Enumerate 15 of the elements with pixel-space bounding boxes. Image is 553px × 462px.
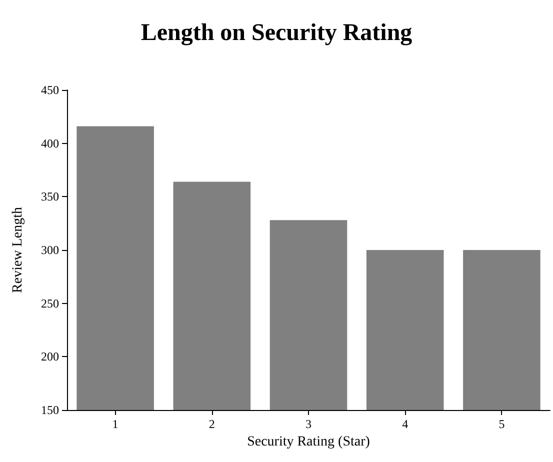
x-tick-label: 3 [306,417,312,431]
y-tick-label: 400 [41,136,59,150]
x-tick-label: 1 [112,417,118,431]
y-tick-label: 350 [41,190,59,204]
x-tick-label: 2 [208,417,215,431]
y-tick-label: 200 [41,350,59,364]
y-tick-label: 250 [41,296,59,310]
y-tick-label: 300 [41,243,59,257]
x-axis-title: Security Rating (Star) [247,434,370,450]
y-tick-label: 150 [41,403,59,417]
x-tick-label: 5 [498,417,505,431]
chart-title: Length on Security Rating [140,20,412,46]
x-tick-label: 4 [402,417,408,431]
y-tick-label: 450 [41,83,59,97]
y-axis-title: Review Length [10,207,26,293]
